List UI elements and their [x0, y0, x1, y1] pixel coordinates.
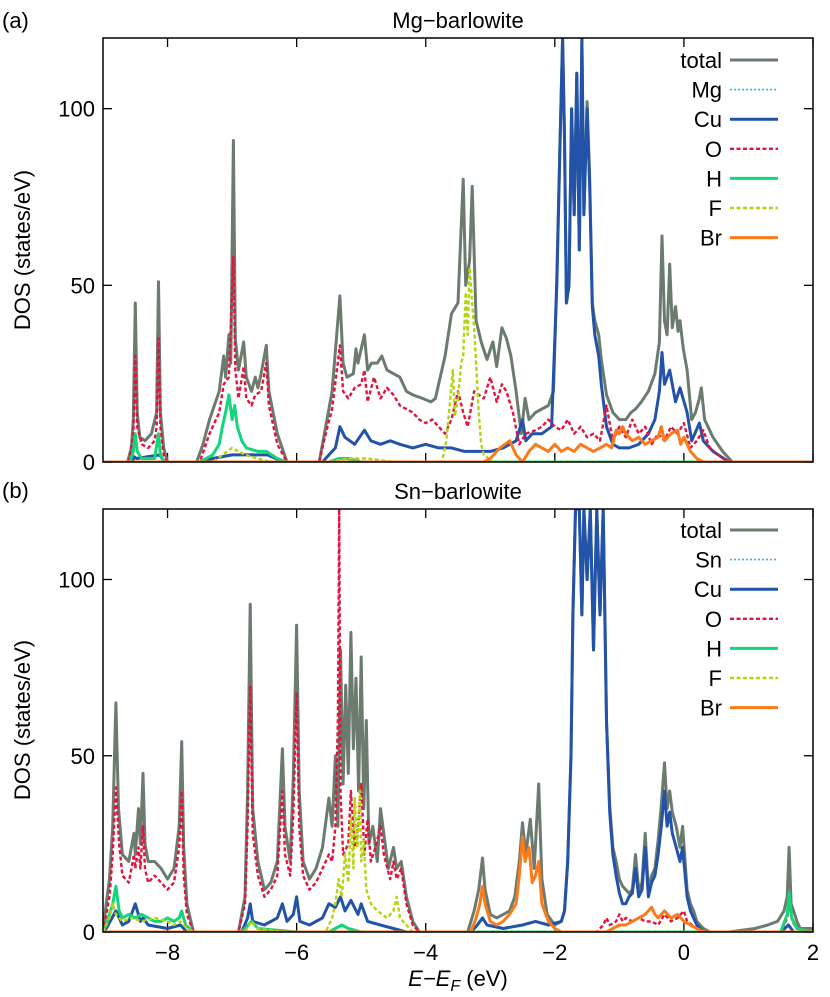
panel-b: (b) Sn−barlowite DOS (states/eV) 0 50 100 −…: [2, 478, 819, 995]
panel-b-title: Sn−barlowite: [394, 479, 522, 504]
panel-b-series: [103, 509, 813, 932]
legend-label-h: H: [706, 636, 722, 661]
legend-label-cu: Cu: [694, 107, 722, 132]
legend-label-f: F: [709, 196, 722, 221]
series-h-line: [103, 884, 813, 932]
legend-label-o: O: [705, 607, 722, 632]
panel-a-legend: total Mg Cu OHF Br: [680, 48, 778, 251]
x-axis-label-unit: (eV): [460, 966, 508, 991]
panel-a-ylabel: DOS (states/eV): [10, 170, 35, 330]
legend-label-total: total: [680, 48, 722, 73]
y-tick-label: 0: [83, 920, 95, 945]
panel-a-frame: [102, 37, 814, 463]
series-cu-line: [103, 38, 813, 462]
panel-a-series: [103, 38, 813, 462]
panel-b-ylabel: DOS (states/eV): [10, 640, 35, 800]
series-o-line: [103, 509, 813, 932]
x-tick-label: −2: [542, 940, 567, 965]
legend-label-f: F: [709, 666, 722, 691]
y-tick-label: 100: [58, 97, 95, 122]
legend-label-br: Br: [700, 696, 722, 721]
panel-b-legend: total Sn Cu OHF Br: [680, 518, 778, 721]
legend-label-cu: Cu: [694, 577, 722, 602]
y-tick-label: 0: [83, 450, 95, 475]
panel-b-frame: [102, 508, 814, 933]
series-h-line: [103, 393, 813, 462]
x-tick-label: −8: [155, 940, 180, 965]
panel-b-label: (b): [2, 478, 29, 503]
legend-label-sn: Sn: [695, 548, 722, 573]
series-f-line: [103, 789, 813, 932]
y-tick-label: 50: [71, 273, 95, 298]
panel-b-ticks: 0 50 100 −8 −6 −4 −2 0 2: [58, 509, 819, 965]
legend-label-br: Br: [700, 226, 722, 251]
series-o-line: [103, 255, 813, 462]
x-axis-label-main: E−E: [408, 966, 451, 991]
series-br-line: [103, 835, 813, 932]
legend-label-o: O: [705, 137, 722, 162]
x-tick-label: −4: [413, 940, 438, 965]
series-br-line: [103, 425, 813, 462]
y-tick-label: 50: [71, 744, 95, 769]
x-tick-label: 0: [678, 940, 690, 965]
legend-label-mg: Mg: [691, 78, 722, 103]
x-tick-label: −6: [284, 940, 309, 965]
series-cu-line: [103, 509, 813, 932]
y-tick-label: 100: [58, 568, 95, 593]
series-f-line: [103, 266, 813, 462]
legend-label-total: total: [680, 518, 722, 543]
panel-a-ticks: 0 50 100: [58, 38, 814, 475]
x-axis-label: E−EF (eV): [408, 966, 508, 995]
panel-a: (a) Mg−barlowite DOS (states/eV) 050100 …: [2, 8, 814, 475]
panel-a-title: Mg−barlowite: [392, 8, 523, 33]
x-tick-label: 2: [807, 940, 819, 965]
panel-a-label: (a): [2, 8, 29, 33]
legend-label-h: H: [706, 166, 722, 191]
x-axis-label-sub: F: [450, 978, 461, 995]
